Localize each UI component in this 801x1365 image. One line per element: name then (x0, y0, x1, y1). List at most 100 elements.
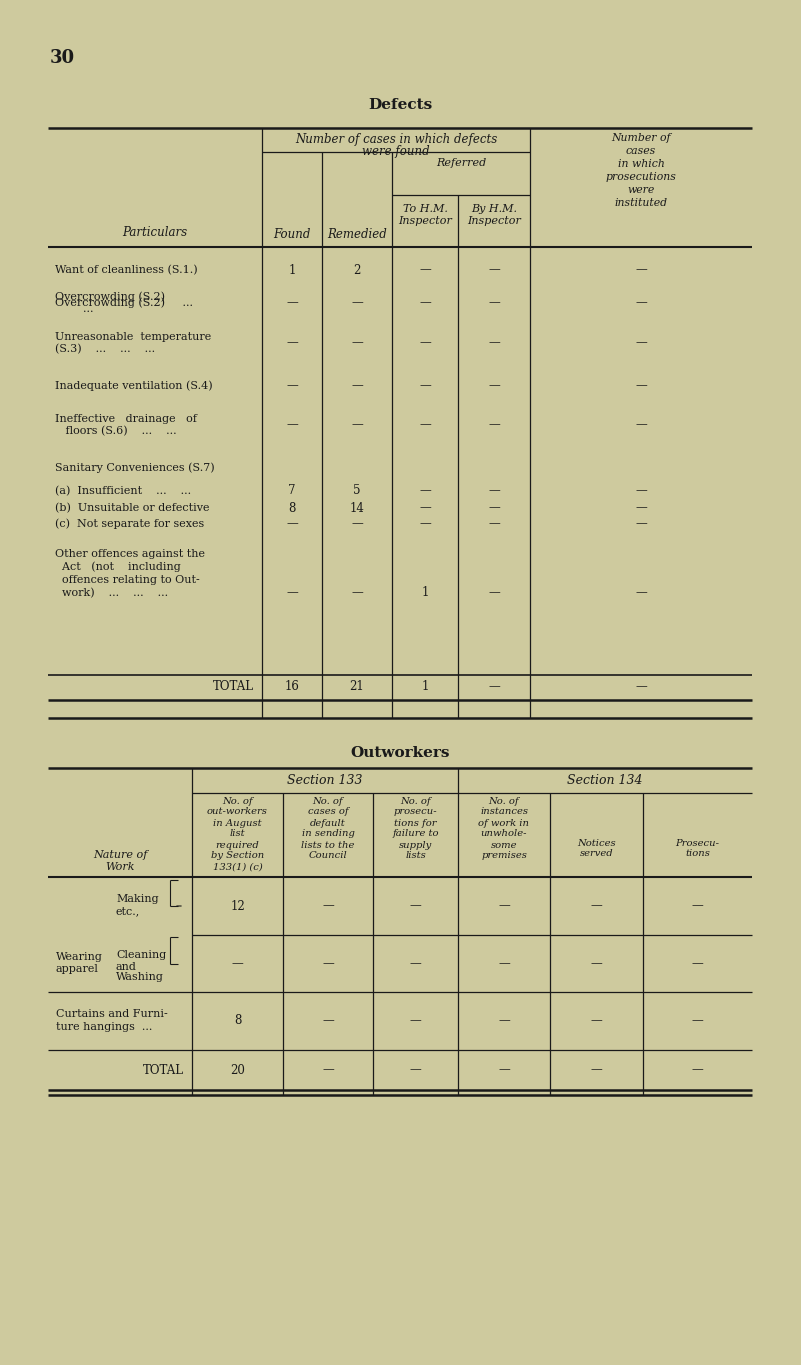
Text: —: — (351, 296, 363, 310)
Text: Nature of: Nature of (93, 850, 147, 860)
Text: and: and (116, 961, 137, 972)
Text: —: — (351, 379, 363, 393)
Text: —: — (635, 379, 647, 393)
Text: list: list (230, 830, 245, 838)
Text: —: — (635, 501, 647, 515)
Text: Remedied: Remedied (327, 228, 387, 242)
Text: Wearing: Wearing (56, 951, 103, 961)
Text: Other offences against the: Other offences against the (55, 549, 205, 560)
Text: cases: cases (626, 146, 656, 156)
Text: Section 133: Section 133 (288, 774, 363, 788)
Text: were: were (627, 186, 654, 195)
Text: Making: Making (116, 894, 159, 904)
Text: —: — (419, 485, 431, 497)
Text: prosecutions: prosecutions (606, 172, 676, 182)
Text: premises: premises (481, 852, 527, 860)
Text: (S.3)    ...    ...    ...: (S.3) ... ... ... (55, 344, 155, 354)
Text: Number of: Number of (611, 132, 670, 143)
Text: —: — (286, 337, 298, 349)
Text: in August: in August (213, 819, 262, 827)
Text: apparel: apparel (56, 965, 99, 975)
Text: TOTAL: TOTAL (143, 1063, 184, 1077)
Text: Curtains and Furni-: Curtains and Furni- (56, 1009, 167, 1020)
Text: 8: 8 (288, 501, 296, 515)
Text: —: — (286, 379, 298, 393)
Text: —: — (409, 900, 421, 912)
Text: 30: 30 (50, 49, 75, 67)
Text: tions: tions (685, 849, 710, 859)
Text: —: — (322, 1014, 334, 1028)
Text: —: — (635, 419, 647, 431)
Text: 7: 7 (288, 485, 296, 497)
Text: 8: 8 (234, 1014, 241, 1028)
Text: supply: supply (399, 841, 432, 849)
Text: 2: 2 (353, 263, 360, 277)
Text: ...: ... (55, 304, 94, 314)
Text: 14: 14 (349, 501, 364, 515)
Text: Act   (not    including: Act (not including (55, 562, 181, 572)
Text: floors (S.6)    ...    ...: floors (S.6) ... ... (55, 426, 177, 437)
Text: —: — (488, 517, 500, 531)
Text: Unreasonable  temperature: Unreasonable temperature (55, 332, 211, 343)
Text: —: — (691, 957, 703, 971)
Text: By H.M.: By H.M. (471, 203, 517, 214)
Text: —: — (409, 1014, 421, 1028)
Text: served: served (580, 849, 614, 859)
Text: Outworkers: Outworkers (350, 747, 449, 760)
Text: 16: 16 (284, 681, 300, 693)
Text: No. of: No. of (400, 797, 431, 805)
Text: Notices: Notices (578, 838, 616, 848)
Text: Washing: Washing (116, 972, 164, 983)
Text: —: — (488, 681, 500, 693)
Text: —: — (409, 957, 421, 971)
Text: in sending: in sending (301, 830, 354, 838)
Text: cases of: cases of (308, 808, 348, 816)
Text: (a)  Insufficient    ...    ...: (a) Insufficient ... ... (55, 486, 191, 495)
Text: —: — (691, 1014, 703, 1028)
Text: offences relating to Out-: offences relating to Out- (55, 575, 199, 586)
Text: —: — (351, 337, 363, 349)
Text: —: — (419, 419, 431, 431)
Text: —: — (419, 517, 431, 531)
Text: —: — (286, 296, 298, 310)
Text: Work: Work (105, 863, 135, 872)
Text: —: — (488, 263, 500, 277)
Text: —: — (322, 900, 334, 912)
Text: —: — (286, 587, 298, 599)
Text: —: — (322, 1063, 334, 1077)
Text: prosecu-: prosecu- (393, 808, 437, 816)
Text: 5: 5 (353, 485, 360, 497)
Text: —: — (635, 337, 647, 349)
Text: —: — (635, 296, 647, 310)
Text: instituted: instituted (614, 198, 667, 207)
Text: Section 134: Section 134 (567, 774, 642, 788)
Text: Inadequate ventilation (S.4): Inadequate ventilation (S.4) (55, 381, 212, 392)
Text: —: — (498, 900, 510, 912)
Text: No. of: No. of (489, 797, 519, 805)
Text: Particulars: Particulars (123, 227, 187, 239)
Text: —: — (691, 1063, 703, 1077)
Text: —: — (590, 957, 602, 971)
Text: Overcrowding (S.2): Overcrowding (S.2) (55, 292, 165, 302)
Text: failure to: failure to (392, 830, 439, 838)
Text: by Section: by Section (211, 852, 264, 860)
Text: TOTAL: TOTAL (213, 681, 254, 693)
Text: some: some (491, 841, 517, 849)
Text: required: required (215, 841, 260, 849)
Text: Ineffective   drainage   of: Ineffective drainage of (55, 414, 197, 425)
Text: Inspector: Inspector (398, 216, 452, 227)
Text: Inspector: Inspector (467, 216, 521, 227)
Text: —: — (419, 296, 431, 310)
Text: —: — (409, 1063, 421, 1077)
Text: out-workers: out-workers (207, 808, 268, 816)
Text: —: — (590, 1014, 602, 1028)
Text: —: — (286, 419, 298, 431)
Text: —: — (488, 379, 500, 393)
Text: —: — (635, 485, 647, 497)
Text: —: — (419, 337, 431, 349)
Text: work)    ...    ...    ...: work) ... ... ... (55, 588, 168, 598)
Text: (b)  Unsuitable or defective: (b) Unsuitable or defective (55, 502, 210, 513)
Text: —: — (351, 419, 363, 431)
Text: —: — (488, 419, 500, 431)
Text: 1: 1 (288, 263, 296, 277)
